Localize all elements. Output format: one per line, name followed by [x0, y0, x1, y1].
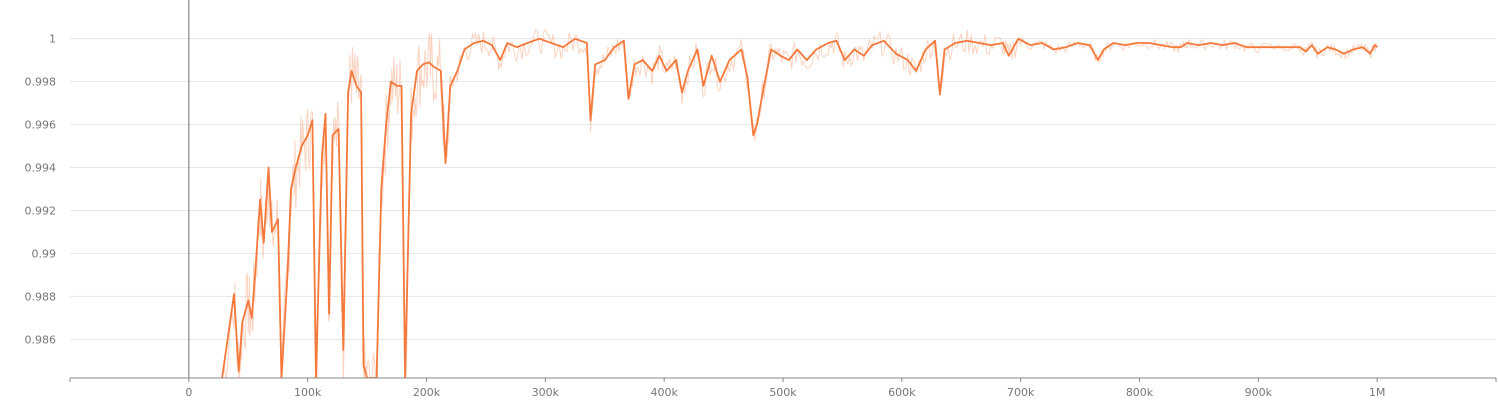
x-tick-label: 0 [185, 386, 192, 399]
x-tick-label: 300k [532, 386, 560, 399]
y-tick-label: 0.986 [25, 333, 57, 346]
y-tick-label: 0.992 [25, 204, 57, 217]
smoothed-series-layer [221, 37, 1378, 378]
y-tick-labels: 0.986 0.988 0.99 0.992 0.994 0.996 0.998 1 1 [25, 0, 57, 346]
y-tick-label: 1 [49, 0, 56, 3]
x-tick-label: 900k [1245, 386, 1273, 399]
x-tick-label: 500k [769, 386, 797, 399]
x-tick-label: 100k [294, 386, 322, 399]
x-tick-label: 800k [1126, 386, 1154, 399]
x-tick-labels: 0 100k 200k 300k 400k 500k 600k 700k 800k 900k 1M [185, 386, 1385, 399]
x-tick-label: 1M [1369, 386, 1386, 399]
y-tick-label: 0.99 [32, 247, 57, 260]
x-tick-label: 400k [650, 386, 678, 399]
x-tick-label: 200k [413, 386, 441, 399]
y-tick-label: 0.988 [25, 290, 57, 303]
x-tick-label: 700k [1007, 386, 1035, 399]
y-tick-label: 0.994 [25, 162, 57, 175]
y-tick-label: 0.996 [25, 119, 57, 132]
axes [69, 0, 1497, 382]
smoothed-series-line [221, 37, 1378, 378]
x-tick-label: 600k [888, 386, 916, 399]
y-tick-label: 0.998 [25, 76, 57, 89]
y-tick-label: 1 [49, 33, 56, 46]
